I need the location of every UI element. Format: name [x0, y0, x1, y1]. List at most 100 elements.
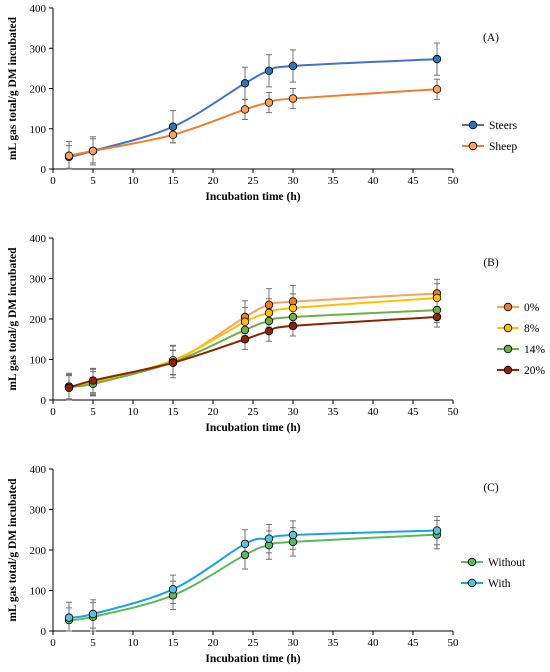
- legend-marker: [503, 365, 513, 375]
- data-point: [168, 585, 178, 594]
- data-point: [432, 526, 442, 535]
- x-tick-label: 45: [408, 175, 420, 187]
- data-point: [432, 293, 442, 303]
- x-tick-label: 45: [408, 406, 420, 418]
- legend-marker: [503, 323, 513, 333]
- y-tick-label: 0: [41, 395, 47, 407]
- y-tick-label: 300: [30, 274, 47, 286]
- data-point: [288, 530, 298, 540]
- data-point: [288, 312, 298, 322]
- data-point: [240, 79, 250, 88]
- y-tick-label: 100: [30, 586, 47, 598]
- data-point: [168, 122, 178, 131]
- data-point: [88, 609, 98, 619]
- x-tick-label: 40: [368, 175, 380, 187]
- x-tick-label: 30: [288, 406, 300, 418]
- x-tick-label: 15: [168, 637, 180, 649]
- y-tick-label: 200: [30, 84, 47, 96]
- x-tick-label: 40: [368, 406, 380, 418]
- x-tick-label: 0: [50, 175, 56, 187]
- x-tick-label: 25: [248, 175, 260, 187]
- legend-marker: [503, 302, 513, 312]
- x-tick-label: 10: [128, 175, 140, 187]
- chart-panel-1: 0 100 200 300 400 0 5 10 15 20 25 30 35 40 45 50 Incubat…: [7, 3, 518, 203]
- data-point: [288, 94, 298, 103]
- x-tick-label: 10: [128, 637, 140, 649]
- panel-label: (C): [483, 482, 499, 494]
- y-tick-label: 400: [30, 233, 47, 245]
- y-tick-label: 300: [30, 505, 47, 517]
- x-axis-title: Incubation time (h): [205, 422, 300, 434]
- x-tick-label: 5: [90, 175, 96, 187]
- y-tick-label: 200: [30, 314, 47, 326]
- y-tick-label: 100: [30, 124, 47, 136]
- legend-marker: [468, 141, 478, 151]
- data-point: [288, 537, 298, 547]
- x-axis-title: Incubation time (h): [205, 653, 300, 665]
- chart-panel-3: 0 100 200 300 400 0 5 10 15 20 25 30 35 40 45 50 Incubat…: [7, 464, 526, 665]
- x-tick-label: 20: [208, 406, 220, 418]
- data-point: [240, 105, 250, 114]
- x-tick-label: 20: [208, 175, 220, 187]
- data-point: [168, 358, 178, 367]
- x-axis-title: Incubation time (h): [205, 191, 300, 203]
- series-line-0%: [68, 292, 438, 388]
- data-point: [64, 151, 74, 160]
- series-line-Sheep: [68, 88, 438, 157]
- y-tick-label: 0: [41, 626, 47, 638]
- data-point: [264, 326, 274, 336]
- data-point: [168, 130, 178, 139]
- data-point: [264, 300, 274, 310]
- legend-marker: [468, 120, 478, 130]
- x-tick-label: 50: [448, 637, 460, 649]
- legend-label: 0%: [524, 302, 540, 314]
- data-point: [240, 335, 250, 344]
- series-line-With: [68, 529, 438, 619]
- data-point: [88, 376, 98, 385]
- y-tick-label: 0: [41, 164, 47, 176]
- panel-label: (B): [483, 257, 499, 269]
- x-tick-label: 25: [248, 406, 260, 418]
- data-point: [264, 98, 274, 107]
- y-tick-label: 100: [30, 355, 47, 367]
- data-point: [432, 312, 442, 322]
- x-tick-label: 20: [208, 637, 220, 649]
- data-point: [240, 550, 250, 560]
- legend-label: Without: [488, 557, 526, 569]
- chart-panel-2: 0 100 200 300 400 0 5 10 15 20 25 30 35 40 45 50 Incubat…: [7, 233, 546, 434]
- x-tick-label: 30: [288, 175, 300, 187]
- legend-label: With: [488, 578, 511, 590]
- series-line-Without: [68, 533, 438, 622]
- data-point: [264, 316, 274, 326]
- x-tick-label: 45: [408, 637, 420, 649]
- x-tick-label: 0: [50, 406, 56, 418]
- x-tick-label: 10: [128, 406, 140, 418]
- y-axis-title: mL gas total/g DM incubated: [7, 478, 19, 622]
- y-tick-label: 200: [30, 545, 47, 557]
- data-point: [264, 308, 274, 318]
- legend-label: 8%: [524, 323, 540, 335]
- legend-label: 20%: [524, 365, 546, 377]
- x-tick-label: 35: [328, 637, 340, 649]
- legend-marker: [503, 344, 513, 354]
- x-tick-label: 0: [50, 637, 56, 649]
- data-point: [240, 317, 250, 327]
- data-point: [432, 54, 442, 64]
- data-point: [264, 66, 274, 75]
- data-point: [240, 539, 250, 549]
- x-tick-label: 5: [90, 637, 96, 649]
- data-point: [288, 61, 298, 71]
- data-point: [288, 321, 298, 331]
- x-tick-label: 35: [328, 175, 340, 187]
- y-tick-label: 400: [30, 3, 47, 15]
- x-tick-label: 25: [248, 637, 260, 649]
- data-point: [64, 383, 74, 393]
- legend-label: Sheep: [489, 141, 517, 153]
- x-tick-label: 35: [328, 406, 340, 418]
- data-point: [288, 303, 298, 313]
- x-tick-label: 15: [168, 406, 180, 418]
- legend-label: 14%: [524, 344, 546, 356]
- x-tick-label: 50: [448, 406, 460, 418]
- y-axis-title: mL gas total/g DM incubated: [7, 16, 19, 160]
